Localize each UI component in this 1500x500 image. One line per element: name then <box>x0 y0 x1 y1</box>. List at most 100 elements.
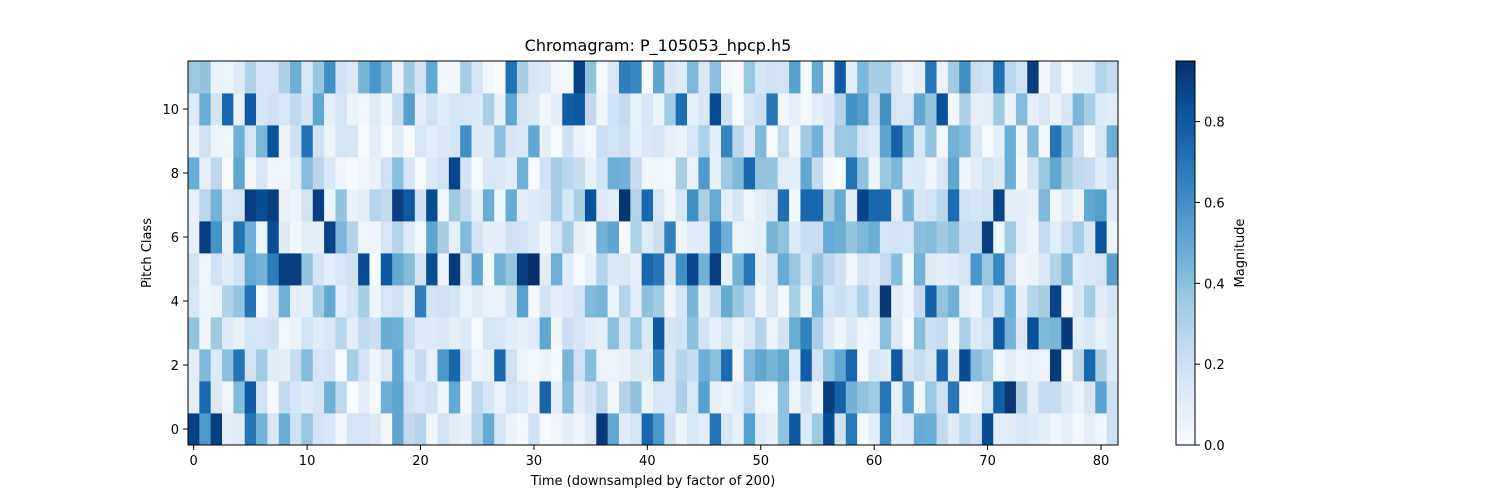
heatmap-cell <box>1027 349 1040 382</box>
heatmap-cell <box>913 317 926 350</box>
heatmap-cell <box>721 125 733 158</box>
heatmap-cell <box>573 285 586 318</box>
heatmap-cell <box>426 93 438 126</box>
heatmap-cell <box>970 349 983 382</box>
heatmap-cell <box>789 317 801 350</box>
heatmap-cell <box>516 349 529 382</box>
heatmap-cell <box>675 285 688 318</box>
heatmap-cell <box>414 61 427 94</box>
y-axis: 0 2 4 6 8 10 <box>162 103 188 438</box>
x-tick-label: 50 <box>752 454 769 469</box>
heatmap-cell <box>1083 253 1096 286</box>
heatmap-cell <box>641 157 654 190</box>
heatmap-cell <box>1072 125 1085 158</box>
heatmap-cell <box>358 317 370 350</box>
heatmap-cell <box>278 157 291 190</box>
heatmap-cell <box>244 381 257 414</box>
heatmap-cell <box>278 253 291 286</box>
heatmap-cell <box>1004 253 1017 286</box>
heatmap-cell <box>494 285 506 318</box>
heatmap-cell <box>947 189 960 222</box>
heatmap-cell <box>1083 61 1096 94</box>
heatmap-cell <box>641 285 654 318</box>
heatmap-cell <box>743 157 756 190</box>
heatmap-cell <box>267 93 280 126</box>
heatmap-cell <box>732 189 745 222</box>
heatmap-cell <box>426 157 438 190</box>
heatmap-cell <box>879 61 892 94</box>
heatmap-cell <box>618 381 631 414</box>
heatmap-cell <box>448 285 461 318</box>
heatmap-cell <box>687 413 699 446</box>
heatmap-cell <box>426 61 438 94</box>
heatmap-cell <box>936 413 949 446</box>
heatmap-cell <box>834 253 847 286</box>
heatmap-cell <box>630 61 643 94</box>
heatmap-cell <box>210 221 223 254</box>
heatmap-cell <box>891 381 903 414</box>
heatmap-cell <box>743 253 756 286</box>
heatmap-cell <box>664 253 677 286</box>
heatmap-cell <box>1061 61 1074 94</box>
heatmap-cell <box>550 189 563 222</box>
heatmap-cell <box>550 61 563 94</box>
heatmap-cell <box>868 93 881 126</box>
heatmap-cell <box>743 381 756 414</box>
heatmap-cell <box>460 381 472 414</box>
heatmap-cell <box>414 381 427 414</box>
heatmap-cell <box>494 125 506 158</box>
heatmap-cell <box>335 157 348 190</box>
heatmap-cell <box>414 189 427 222</box>
heatmap-cell <box>732 221 745 254</box>
heatmap-cell <box>902 381 915 414</box>
heatmap-cell <box>1083 157 1096 190</box>
heatmap-cell <box>312 61 325 94</box>
heatmap-cell <box>959 413 971 446</box>
heatmap-cell <box>811 189 824 222</box>
heatmap-cell <box>1061 93 1074 126</box>
heatmap-cell <box>403 125 416 158</box>
heatmap-cell <box>380 157 393 190</box>
heatmap-cell <box>448 317 461 350</box>
heatmap-cell <box>698 189 711 222</box>
heatmap-cell <box>244 413 257 446</box>
heatmap-cell <box>777 157 790 190</box>
heatmap-cell <box>528 381 540 414</box>
heatmap-cell <box>687 381 699 414</box>
heatmap-cell <box>426 285 438 318</box>
heatmap-cell <box>664 157 677 190</box>
heatmap-cell <box>743 125 756 158</box>
heatmap-cell <box>789 285 801 318</box>
heatmap-cell <box>641 349 654 382</box>
heatmap-cell <box>290 93 302 126</box>
heatmap-cell <box>380 317 393 350</box>
heatmap-cell <box>936 125 949 158</box>
heatmap-cell <box>879 125 892 158</box>
heatmap-cell <box>675 221 688 254</box>
heatmap-cell <box>494 413 506 446</box>
heatmap-cell <box>879 189 892 222</box>
heatmap-cell <box>879 93 892 126</box>
heatmap-cell <box>244 157 257 190</box>
heatmap-cell <box>777 349 790 382</box>
heatmap-cell <box>823 61 835 94</box>
heatmap-cell <box>596 317 609 350</box>
heatmap-cell <box>653 349 665 382</box>
heatmap-cell <box>675 157 688 190</box>
heatmap-cell <box>494 221 506 254</box>
heatmap-cell <box>1038 221 1051 254</box>
heatmap-cell <box>244 93 257 126</box>
heatmap-cell <box>528 253 540 286</box>
heatmap-cell <box>1015 93 1028 126</box>
heatmap-cell <box>335 381 348 414</box>
heatmap-cell <box>834 413 847 446</box>
heatmap-cell <box>925 285 937 318</box>
heatmap-cell <box>494 157 506 190</box>
heatmap-cell <box>505 61 518 94</box>
heatmap-cell <box>222 413 234 446</box>
heatmap-cell <box>290 317 302 350</box>
heatmap-cell <box>811 285 824 318</box>
heatmap-cell <box>471 349 484 382</box>
heatmap-cell <box>267 381 280 414</box>
heatmap-cell <box>834 285 847 318</box>
